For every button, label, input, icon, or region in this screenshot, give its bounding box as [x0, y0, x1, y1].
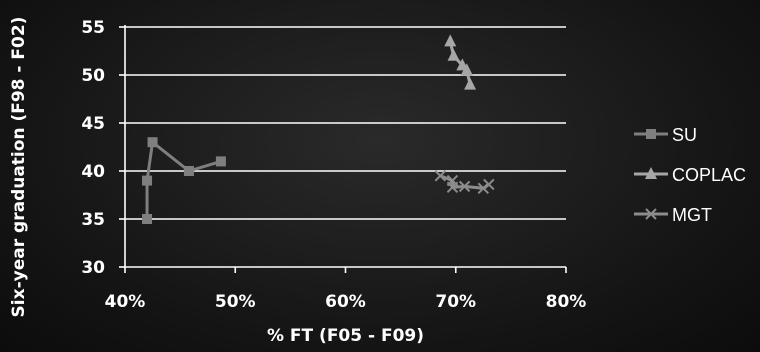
series-coplac — [444, 34, 477, 90]
data-series — [142, 34, 495, 224]
series-su — [142, 137, 226, 224]
marker-triangle — [460, 63, 473, 76]
legend-item: COPLAC — [634, 165, 746, 185]
x-tick-label: 60% — [325, 292, 366, 312]
marker-square — [646, 129, 656, 139]
y-tick-label: 50 — [81, 66, 105, 86]
legend-label: SU — [672, 125, 697, 145]
y-tick-label: 55 — [81, 18, 105, 38]
grid-lines — [125, 26, 566, 220]
marker-triangle — [464, 77, 477, 90]
series-line — [145, 139, 222, 219]
x-axis-title: % FT (F05 - F09) — [267, 326, 424, 346]
legend-label: COPLAC — [672, 165, 746, 185]
marker-square — [183, 166, 194, 176]
legend-item: MGT — [634, 205, 712, 225]
marker-x — [645, 208, 657, 220]
x-tick-label: 50% — [215, 292, 256, 312]
y-tick-label: 35 — [81, 210, 105, 230]
marker-square — [142, 214, 153, 224]
x-tick-label: 40% — [105, 292, 146, 312]
marker-x — [434, 170, 447, 182]
y-tick-label: 30 — [81, 258, 105, 278]
legend-label: MGT — [672, 205, 712, 225]
x-tick-label: 70% — [435, 292, 476, 312]
marker-triangle — [645, 167, 657, 179]
legend-item: SU — [634, 125, 697, 145]
marker-x — [446, 181, 459, 194]
axes — [119, 25, 567, 273]
tick-labels: 30 35 40 45 50 55 40% 50% 60% 70% 80% — [81, 18, 586, 312]
y-tick-label: 40 — [81, 162, 105, 182]
series-mgt — [434, 170, 495, 194]
marker-square — [147, 137, 158, 148]
y-axis-title: Six-year graduation (F98 - F02) — [9, 17, 29, 318]
marker-square — [215, 156, 226, 167]
marker-square — [142, 175, 153, 186]
marker-triangle — [447, 48, 460, 61]
x-tick-label: 80% — [546, 292, 587, 312]
marker-x — [458, 180, 471, 193]
y-tick-label: 45 — [81, 114, 105, 134]
marker-triangle — [444, 34, 457, 47]
marker-x — [477, 182, 490, 194]
marker-x — [483, 178, 495, 191]
legend: SU COPLAC MGT — [634, 125, 746, 225]
